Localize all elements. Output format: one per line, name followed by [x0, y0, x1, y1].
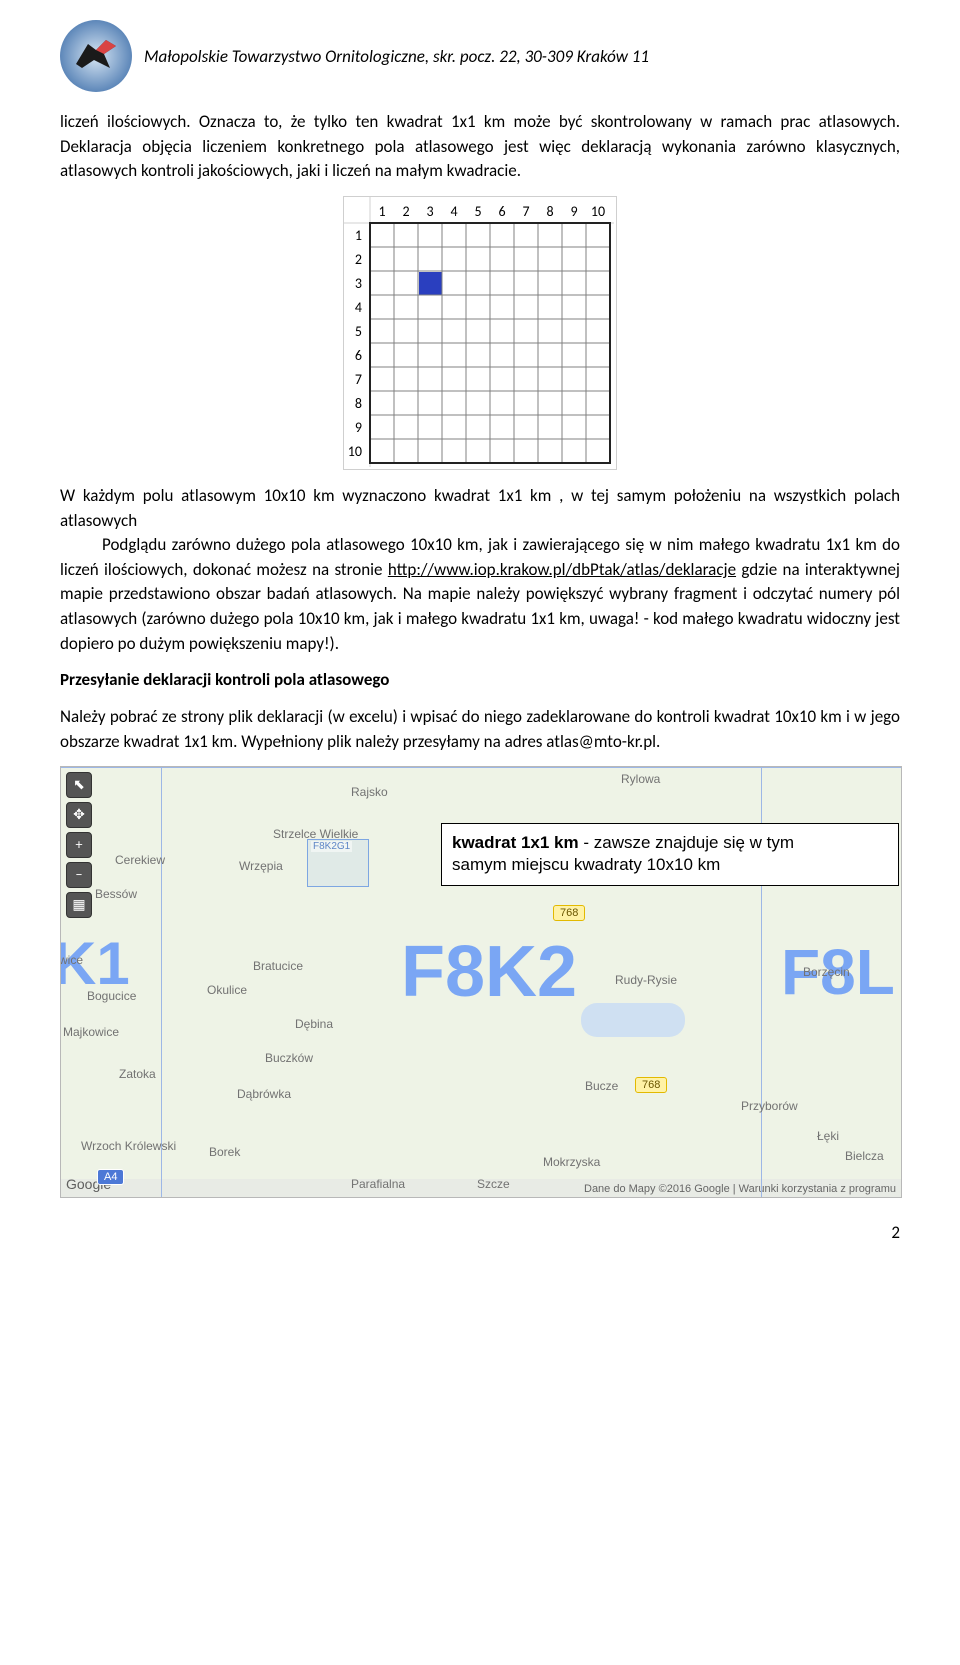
paragraph-3: Należy pobrać ze strony plik deklaracji … — [60, 705, 900, 754]
svg-text:4: 4 — [355, 299, 362, 316]
map-place-label: Buczków — [265, 1051, 313, 1065]
svg-text:5: 5 — [474, 203, 481, 220]
svg-text:7: 7 — [355, 371, 362, 388]
map-pan-icon[interactable]: ✥ — [66, 802, 92, 828]
section-heading: Przesyłanie deklaracji kontroli pola atl… — [60, 668, 900, 693]
page-number: 2 — [60, 1222, 900, 1243]
map-place-label: Wrzoch Królewski — [81, 1139, 176, 1153]
road-shield: 768 — [553, 905, 585, 921]
map-place-label: Rylowa — [621, 772, 660, 786]
svg-text:3: 3 — [426, 203, 433, 220]
map-place-label: Dąbrówka — [237, 1087, 291, 1101]
svg-text:8: 8 — [355, 395, 362, 412]
road-shield: 768 — [635, 1077, 667, 1093]
road-shield: A4 — [97, 1169, 124, 1185]
svg-text:1: 1 — [378, 203, 385, 220]
map-place-label: Bielcza — [845, 1149, 884, 1163]
map-1km-square-label: F8K2G1 — [311, 841, 352, 852]
svg-text:2: 2 — [402, 203, 409, 220]
svg-text:7: 7 — [522, 203, 529, 220]
svg-text:9: 9 — [570, 203, 577, 220]
map-place-label: Bratucice — [253, 959, 303, 973]
map-place-label: Majkowice — [63, 1025, 119, 1039]
map-controls: ⬉ ✥ + − ▦ — [66, 772, 92, 918]
map-place-label: Borzęcin — [803, 965, 850, 979]
map-grid-code: F8K2 — [401, 931, 577, 1013]
map-gridline — [61, 767, 901, 768]
p2a: W każdym polu atlasowym 10x10 km wyznacz… — [60, 485, 900, 531]
map-place-label: Mokrzyska — [543, 1155, 600, 1169]
map-place-label: Dębina — [295, 1017, 333, 1031]
map-place-label: Wrzępia — [239, 859, 283, 873]
water-body — [581, 1003, 685, 1037]
svg-text:3: 3 — [355, 275, 362, 292]
p2b-indent: Podglądu zarówno dużego pola atlasowego … — [60, 533, 900, 656]
map-place-label: Rajsko — [351, 785, 388, 799]
svg-text:4: 4 — [450, 203, 457, 220]
map-zoom-in-button[interactable]: + — [66, 832, 92, 858]
atlas-declarations-link[interactable]: http://www.iop.krakow.pl/dbPtak/atlas/de… — [388, 559, 736, 580]
svg-text:10: 10 — [591, 203, 605, 220]
map-zoom-out-button[interactable]: − — [66, 862, 92, 888]
paragraph-1: liczeń ilościowych. Oznacza to, że tylko… — [60, 110, 900, 184]
svg-text:10: 10 — [348, 443, 362, 460]
svg-text:2: 2 — [355, 251, 362, 268]
map-place-label: Bessów — [95, 887, 137, 901]
map-layers-icon[interactable]: ▦ — [66, 892, 92, 918]
map-place-label: wice — [60, 953, 83, 967]
map-attribution: Dane do Mapy ©2016 Google | Warunki korz… — [584, 1183, 896, 1195]
map-home-icon[interactable]: ⬉ — [66, 772, 92, 798]
map-gridline — [161, 767, 162, 1197]
map-place-label: Parafialna — [351, 1177, 405, 1191]
atlas-grid-figure: 1234567891012345678910 — [343, 196, 617, 470]
svg-text:6: 6 — [355, 347, 362, 364]
svg-text:9: 9 — [355, 419, 362, 436]
map-place-label: Bogucice — [87, 989, 136, 1003]
map-place-label: Przyborów — [741, 1099, 798, 1113]
svg-text:1: 1 — [355, 227, 362, 244]
map-place-label: Borek — [209, 1145, 240, 1159]
map-place-label: Szcze — [477, 1177, 510, 1191]
map-place-label: Rudy-Rysie — [615, 973, 677, 987]
svg-text:6: 6 — [498, 203, 505, 220]
map-place-label: Bucze — [585, 1079, 618, 1093]
map-figure: ⬉✥+−▦ Google Dane do Mapy ©2016 Google |… — [60, 766, 902, 1198]
map-place-label: Cerekiew — [115, 853, 165, 867]
org-logo — [60, 20, 132, 92]
org-line: Małopolskie Towarzystwo Ornitologiczne, … — [144, 46, 649, 67]
map-place-label: Łęki — [817, 1129, 839, 1143]
map-place-label: Zatoka — [119, 1067, 156, 1081]
svg-text:5: 5 — [355, 323, 362, 340]
map-callout: kwadrat 1x1 km - zawsze znajduje się w t… — [441, 823, 899, 885]
map-place-label: Okulice — [207, 983, 247, 997]
svg-text:8: 8 — [546, 203, 553, 220]
paragraph-2: W każdym polu atlasowym 10x10 km wyznacz… — [60, 484, 900, 656]
